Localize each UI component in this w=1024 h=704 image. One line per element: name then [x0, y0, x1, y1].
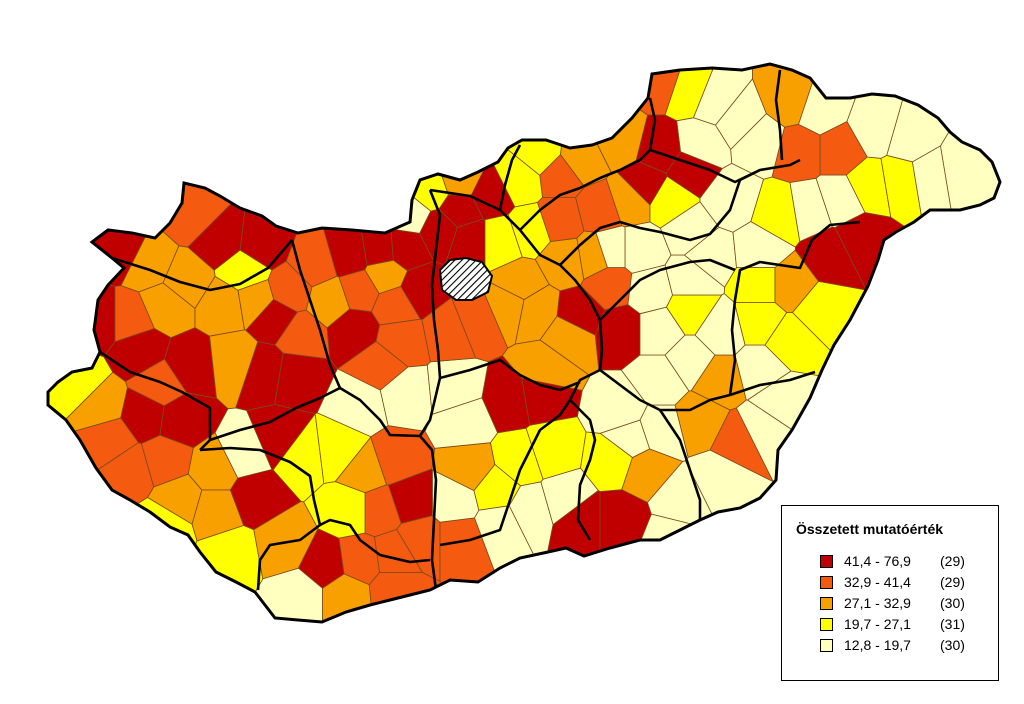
district-area	[940, 64, 1000, 370]
legend-item: 19,7 - 27,1 (31)	[820, 615, 965, 633]
district-area	[382, 64, 491, 196]
legend-swatch	[820, 554, 833, 568]
budapest-capital	[438, 256, 494, 301]
legend-swatch	[820, 638, 833, 652]
legend-item: 32,9 - 41,4 (29)	[820, 573, 965, 591]
legend-swatch	[820, 575, 833, 589]
legend-range: 12,8 - 19,7	[844, 637, 911, 653]
legend-item: 27,1 - 32,9 (30)	[820, 594, 965, 612]
district-area	[368, 572, 536, 622]
legend-count: (29)	[940, 553, 965, 569]
legend-range: 41,4 - 76,9	[844, 553, 911, 569]
map-legend: Összetett mutatóérték 41,4 - 76,9 (29) 3…	[781, 505, 999, 681]
legend-range: 19,7 - 27,1	[844, 616, 911, 632]
legend-range: 32,9 - 41,4	[844, 574, 911, 590]
district-area	[432, 469, 480, 523]
district-area	[121, 525, 264, 622]
district-area	[752, 64, 841, 128]
legend-range: 27,1 - 32,9	[844, 595, 911, 611]
legend-swatch	[820, 596, 833, 610]
district-area	[791, 280, 1000, 456]
district-area	[48, 442, 155, 593]
district-area	[48, 497, 198, 622]
legend-count: (30)	[940, 595, 965, 611]
district-area	[48, 64, 300, 248]
legend-count: (31)	[940, 616, 965, 632]
district-area	[639, 306, 686, 356]
district-area	[699, 162, 764, 233]
district-area	[48, 64, 154, 287]
legend-item: 12,8 - 19,7 (30)	[820, 636, 965, 654]
legend-item: 41,4 - 76,9 (29)	[820, 552, 965, 570]
legend-title: Összetett mutatóérték	[796, 521, 944, 537]
district-area	[312, 115, 432, 234]
legend-count: (29)	[940, 574, 965, 590]
legend-count: (30)	[940, 637, 965, 653]
district-area	[595, 225, 626, 268]
district-area	[599, 489, 652, 622]
county-boundaries	[99, 69, 861, 591]
legend-swatch	[820, 617, 833, 631]
